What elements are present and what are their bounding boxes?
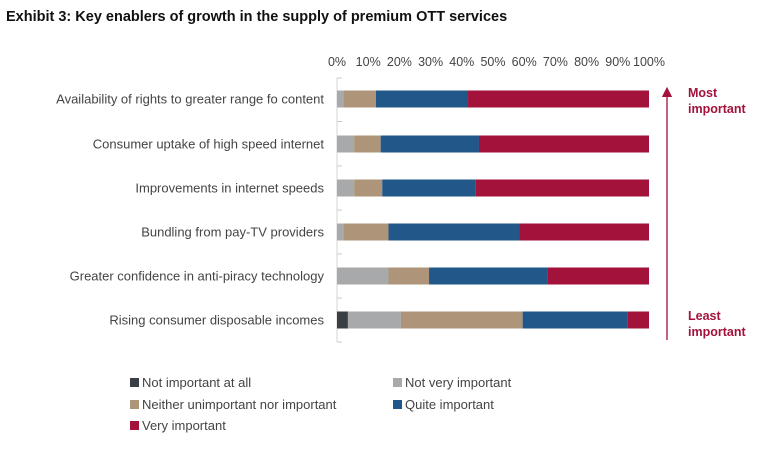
- category-label: Rising consumer disposable incomes: [109, 313, 324, 328]
- legend-item-not-important-at-all: Not important at all: [130, 375, 251, 390]
- legend-swatch: [393, 400, 402, 409]
- bar-segment: [522, 311, 628, 329]
- bar-segment: [354, 179, 383, 197]
- legend-item-not-very-important: Not very important: [393, 375, 511, 390]
- bar-segment: [400, 311, 523, 329]
- legend-label: Not important at all: [142, 375, 252, 390]
- least-important-label-line2: important: [688, 325, 746, 339]
- bar-segment: [519, 223, 649, 241]
- bar-segment: [478, 135, 649, 153]
- category-label: Improvements in internet speeds: [135, 181, 324, 196]
- category-separators: [336, 77, 342, 343]
- legend-label: Quite important: [405, 397, 494, 412]
- x-tick-label: 30%: [418, 55, 443, 69]
- bar-segment: [337, 135, 355, 153]
- legend-swatch: [130, 400, 139, 409]
- x-tick-label: 20%: [387, 55, 412, 69]
- legend-label: Neither unimportant nor important: [142, 397, 337, 412]
- x-tick-label: 40%: [449, 55, 474, 69]
- category-label: Bundling from pay-TV providers: [141, 225, 324, 240]
- category-label: Consumer uptake of high speed internet: [93, 137, 325, 152]
- bar-segment: [343, 223, 389, 241]
- legend-swatch: [130, 378, 139, 387]
- bar-segment: [468, 90, 649, 108]
- bar-segment: [627, 311, 649, 329]
- x-axis-ticks: 0% 10% 20% 30% 40% 50% 60% 70% 80% 90% 100%: [328, 55, 665, 69]
- bar-segment: [354, 135, 381, 153]
- bar-segment: [382, 179, 476, 197]
- category-label: Greater confidence in anti-piracy techno…: [70, 269, 325, 284]
- legend-swatch: [393, 378, 402, 387]
- x-tick-label: 50%: [480, 55, 505, 69]
- bar-segment: [337, 90, 344, 108]
- x-tick-label: 90%: [605, 55, 630, 69]
- bar-segment: [547, 267, 649, 285]
- least-important-label-line1: Least: [688, 309, 721, 323]
- category-labels: Availability of rights to greater range …: [56, 92, 324, 328]
- category-label: Availability of rights to greater range …: [56, 92, 324, 107]
- bar-segment: [337, 223, 344, 241]
- bar-segments: [337, 90, 649, 329]
- chart-title: Exhibit 3: Key enablers of growth in the…: [6, 9, 508, 25]
- x-tick-label: 80%: [574, 55, 599, 69]
- bar-segment: [388, 223, 520, 241]
- bar-segment: [376, 90, 469, 108]
- bar-segment: [337, 267, 389, 285]
- bar-segment: [475, 179, 649, 197]
- bar-segment: [388, 267, 430, 285]
- legend-label: Very important: [142, 418, 226, 433]
- legend-swatch: [130, 421, 139, 430]
- bar-segment: [380, 135, 479, 153]
- legend-item-neither: Neither unimportant nor important: [130, 397, 336, 412]
- legend-label: Not very important: [405, 375, 512, 390]
- x-tick-label: 100%: [633, 55, 665, 69]
- legend-item-very-important: Very important: [130, 418, 226, 433]
- x-tick-label: 70%: [543, 55, 568, 69]
- bar-segment: [429, 267, 548, 285]
- legend-item-quite-important: Quite important: [393, 397, 494, 412]
- x-tick-label: 60%: [512, 55, 537, 69]
- most-important-label-line2: important: [688, 102, 746, 116]
- stacked-bar-chart: 0% 10% 20% 30% 40% 50% 60% 70% 80% 90% 100% Availa…: [56, 55, 746, 343]
- most-important-label-line1: Most: [688, 86, 718, 100]
- x-tick-label: 10%: [356, 55, 381, 69]
- bar-segment: [343, 90, 376, 108]
- x-tick-label: 0%: [328, 55, 346, 69]
- bar-segment: [337, 179, 355, 197]
- bar-segment: [337, 311, 348, 329]
- bar-segment: [347, 311, 401, 329]
